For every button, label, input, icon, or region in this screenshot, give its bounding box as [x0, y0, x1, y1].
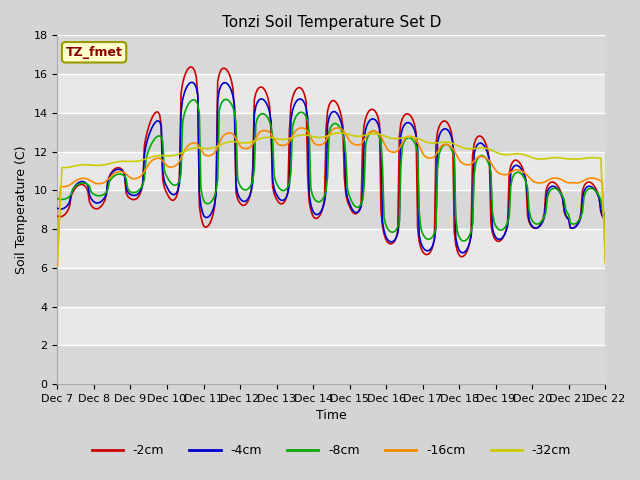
Bar — [58, 345, 605, 384]
Bar — [58, 0, 605, 36]
Bar — [58, 229, 605, 268]
Bar — [58, 113, 605, 152]
Bar — [58, 74, 605, 113]
Bar — [58, 190, 605, 229]
Bar — [58, 152, 605, 190]
Bar — [58, 36, 605, 74]
Bar — [58, 268, 605, 307]
X-axis label: Time: Time — [316, 409, 347, 422]
Y-axis label: Soil Temperature (C): Soil Temperature (C) — [15, 145, 28, 274]
Legend: -2cm, -4cm, -8cm, -16cm, -32cm: -2cm, -4cm, -8cm, -16cm, -32cm — [86, 439, 576, 462]
Text: TZ_fmet: TZ_fmet — [66, 46, 122, 59]
Bar — [58, 307, 605, 345]
Title: Tonzi Soil Temperature Set D: Tonzi Soil Temperature Set D — [221, 15, 441, 30]
